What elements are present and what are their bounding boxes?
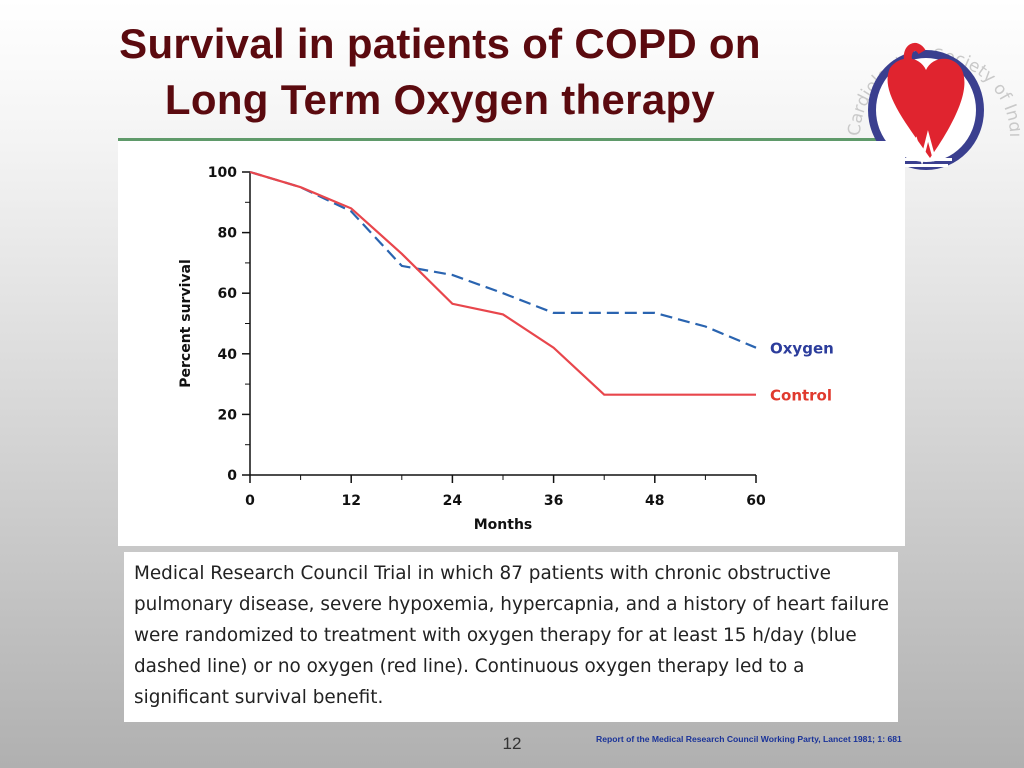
slide-title-line2: Long Term Oxygen therapy [164, 76, 716, 123]
x-tick-label: 60 [746, 493, 766, 509]
x-tick-label: 48 [645, 493, 664, 509]
series-line-control [249, 170, 756, 396]
y-tick-label: 100 [208, 165, 237, 181]
caption-text: Medical Research Council Trial in which … [134, 563, 889, 708]
logo-stripe-1 [900, 158, 952, 161]
series-label-control: Control [770, 387, 832, 405]
y-tick-label: 60 [218, 286, 238, 302]
slide-title-line1: Survival in patients of COPD on [119, 20, 761, 67]
x-tick-label: 24 [443, 493, 463, 509]
logo-heart [887, 58, 965, 158]
logo-stripe-2 [904, 164, 948, 167]
y-tick-label: 20 [218, 407, 238, 423]
slide-title: Survival in patients of COPD on Long Ter… [60, 16, 820, 128]
y-axis-label: Percent survival [178, 259, 194, 388]
x-axis-label: Months [474, 517, 533, 533]
y-tick-label: 80 [218, 226, 238, 242]
chart-axes [242, 171, 757, 483]
x-tick-label: 0 [245, 493, 255, 509]
survival-chart: 0 20 40 60 80 100 0 12 24 36 48 60 Months Percent sur… [178, 165, 834, 533]
x-tick-label: 12 [341, 493, 360, 509]
slide-number: 12 [502, 734, 522, 753]
chart-panel: 0 20 40 60 80 100 0 12 24 36 48 60 Months Percent sur… [118, 141, 905, 546]
y-tick-label: 40 [218, 347, 238, 363]
title-divider [118, 138, 904, 141]
reference-citation: Report of the Medical Research Council W… [596, 734, 902, 744]
x-tick-label: 36 [544, 493, 563, 509]
y-tick-label: 0 [227, 468, 237, 484]
logo-ecg-line [896, 130, 958, 166]
heart-ecg-logo-icon: Cardiological Society of India [830, 8, 1020, 170]
chart-labels: 0 20 40 60 80 100 0 12 24 36 48 60 Months Percent sur… [178, 165, 834, 533]
caption-panel: Medical Research Council Trial in which … [124, 552, 898, 722]
logo-heart-vessel [903, 43, 926, 61]
chart-series [249, 170, 757, 396]
series-label-oxygen: Oxygen [770, 340, 834, 358]
